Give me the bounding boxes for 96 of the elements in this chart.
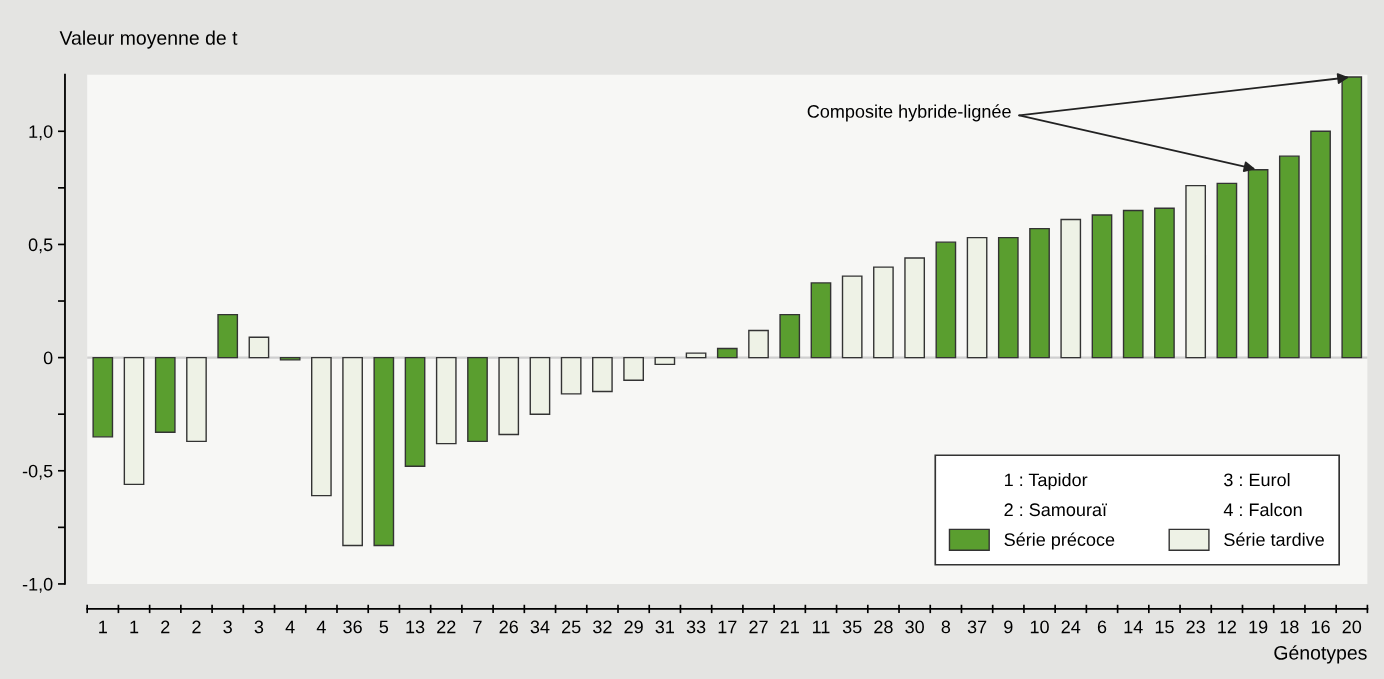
x-tick-label: 19 (1249, 620, 1268, 634)
x-tick-label: 22 (437, 620, 456, 634)
bar (1310, 130, 1331, 359)
x-tick-label: 27 (749, 620, 768, 634)
bar (810, 282, 832, 359)
x-tick-label: 29 (624, 620, 643, 634)
x-tick-label: 6 (1097, 620, 1107, 634)
legend-label: Série tardive (1224, 532, 1324, 547)
x-tick-label: 1 (130, 620, 139, 634)
bar (1154, 207, 1175, 359)
bar (560, 356, 582, 395)
bar (748, 329, 769, 359)
bar (186, 356, 207, 443)
bar (1060, 218, 1082, 359)
annotation: 3 : Eurol (1224, 473, 1290, 487)
y-axis-title: Valeur moyenne de t (59, 30, 238, 49)
x-tick-label: 34 (530, 620, 550, 634)
bar (1278, 155, 1300, 359)
x-tick-label: 4 (316, 620, 326, 634)
bar (841, 275, 863, 359)
bar (904, 257, 926, 359)
x-tick-label: 12 (1218, 620, 1237, 634)
bar (935, 241, 957, 359)
y-tick-label: -1,0 (22, 577, 53, 593)
x-tick-label: 31 (655, 620, 674, 634)
bar (467, 356, 488, 443)
bar (154, 356, 176, 433)
x-tick-label: 16 (1311, 620, 1330, 634)
bar (1029, 227, 1050, 359)
bar (1091, 214, 1113, 359)
annotation: 2 : Samouraï (1004, 503, 1107, 517)
bar (1185, 184, 1207, 359)
bar (873, 266, 894, 359)
bar (435, 356, 457, 445)
x-tick-label: 7 (473, 620, 482, 634)
bar (716, 347, 738, 359)
x-tick-label: 28 (874, 620, 893, 634)
bar (217, 313, 239, 359)
x-tick-label: 18 (1280, 620, 1299, 634)
x-tick-label: 11 (812, 620, 830, 634)
bar (248, 336, 270, 359)
x-tick-label: 3 (254, 620, 264, 634)
x-tick-label: 20 (1342, 620, 1362, 634)
bar (623, 356, 644, 381)
bar (997, 236, 1019, 359)
bar (1247, 169, 1269, 359)
bar (966, 236, 988, 359)
bar (498, 356, 520, 436)
x-tick-label: 8 (941, 620, 951, 634)
annotation: 1 : Tapidor (1005, 473, 1088, 490)
y-tick-label: -0,5 (22, 464, 53, 480)
bar (654, 356, 676, 366)
x-tick-label: 5 (379, 620, 389, 634)
x-tick-label: 1 (99, 620, 107, 634)
x-tick-label: 26 (499, 620, 518, 634)
bar (92, 356, 114, 438)
x-tick-label: 9 (1004, 620, 1013, 634)
x-tick-label: 30 (905, 620, 924, 634)
bar (404, 356, 426, 467)
y-tick-label: 0,5 (28, 238, 53, 254)
x-tick-label: 15 (1155, 620, 1174, 634)
x-axis-title: Génotypes (1274, 645, 1367, 664)
x-tick-label: 37 (967, 620, 987, 634)
x-tick-label: 3 (223, 620, 232, 634)
x-tick-label: 13 (406, 620, 425, 634)
bar (1216, 182, 1238, 359)
x-tick-label: 2 (192, 620, 201, 634)
bar (373, 356, 395, 547)
x-tick-label: 10 (1030, 620, 1049, 634)
x-tick-label: 17 (718, 620, 737, 634)
x-tick-label: 33 (686, 620, 706, 634)
annotation: Composite hybride-lignée (807, 104, 1011, 122)
bar (529, 356, 551, 415)
y-tick-label: 0 (43, 351, 53, 365)
annotation: 4 : Falcon (1223, 502, 1302, 517)
legend-label: Série précoce (1004, 532, 1115, 550)
y-tick-label: 1,0 (29, 125, 53, 141)
x-tick-label: 35 (842, 620, 862, 634)
x-tick-label: 4 (285, 620, 295, 634)
bar (342, 356, 363, 547)
bar (123, 356, 145, 486)
x-tick-label: 2 (161, 620, 170, 634)
x-tick-label: 36 (343, 620, 362, 634)
x-tick-label: 23 (1186, 620, 1205, 634)
x-tick-label: 25 (562, 620, 581, 634)
bar (779, 313, 801, 359)
x-tick-label: 24 (1061, 620, 1081, 634)
bar (1122, 209, 1144, 359)
x-tick-label: 21 (780, 620, 799, 634)
bar (685, 352, 707, 359)
bar (1341, 76, 1363, 359)
bar (279, 356, 301, 361)
bar (592, 356, 613, 393)
x-tick-label: 14 (1124, 620, 1143, 634)
x-tick-label: 32 (593, 620, 612, 634)
bar (311, 356, 332, 497)
